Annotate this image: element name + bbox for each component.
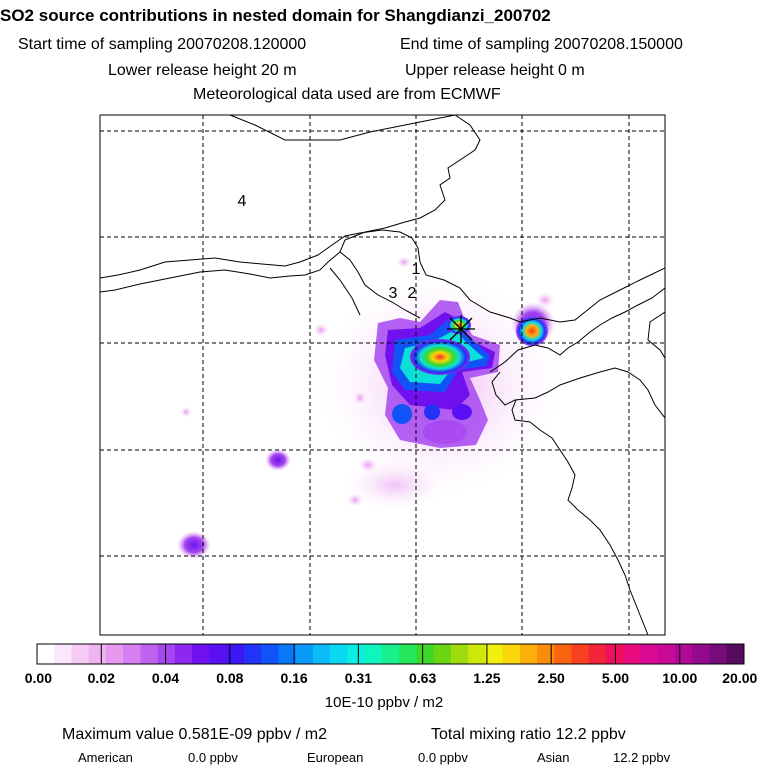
- colorbar-cell: [623, 644, 642, 664]
- concentration-field: [177, 256, 560, 559]
- colorbar-cell: [657, 644, 676, 664]
- colorbar-cell: [554, 644, 573, 664]
- colorbar-cell: [537, 644, 555, 664]
- european-value: 0.0 ppbv: [418, 750, 468, 765]
- colorbar-cell: [588, 644, 607, 664]
- colorbar-cell: [123, 644, 141, 664]
- asian-value: 12.2 ppbv: [613, 750, 671, 765]
- colorbar-cell: [261, 644, 279, 664]
- colorbar-cell: [37, 644, 55, 664]
- end-time-label: End time of sampling 20070208.150000: [400, 36, 683, 53]
- colorbar-tick-label: 20.00: [722, 670, 758, 686]
- colorbar-cell: [726, 644, 745, 664]
- colorbar-cell: [640, 644, 659, 664]
- colorbar-tick-label: 10.00: [662, 670, 698, 686]
- station-marker: [447, 315, 475, 343]
- colorbar-cell: [88, 644, 107, 664]
- european-label: European: [307, 750, 364, 765]
- colorbar-cell: [416, 644, 435, 664]
- colorbar-cell: [226, 644, 245, 664]
- colorbar-tick-label: 5.00: [601, 670, 630, 686]
- colorbar-tick-label: 0.04: [151, 670, 180, 686]
- colorbar-cell: [606, 644, 624, 664]
- colorbar-cell: [312, 644, 331, 664]
- colorbar-cell: [364, 644, 383, 664]
- colorbar-cell: [519, 644, 538, 664]
- colorbar-tick-label: 0.63: [409, 670, 437, 686]
- colorbar-tick-label: 0.31: [344, 670, 372, 686]
- colorbar-tick-label: 0.00: [24, 670, 52, 686]
- colorbar-tick-label: 0.02: [87, 670, 115, 686]
- colorbar-cell: [105, 644, 124, 664]
- colorbar-cell: [502, 644, 521, 664]
- colorbar-cell: [243, 644, 262, 664]
- colorbar-cell: [192, 644, 210, 664]
- upper-release-height-label: Upper release height 0 m: [405, 62, 585, 79]
- source-label-4: 4: [238, 193, 247, 210]
- colorbar-unit-label: 10E-10 ppbv / m2: [324, 694, 444, 711]
- colorbar-tick-label: 1.25: [473, 670, 501, 686]
- colorbar-cell: [433, 644, 452, 664]
- start-time-label: Start time of sampling 20070208.120000: [18, 36, 307, 53]
- colorbar-cell: [54, 644, 72, 664]
- colorbar-cell: [209, 644, 228, 664]
- maximum-value-label: Maximum value 0.581E-09 ppbv / m2: [62, 726, 328, 743]
- colorbar-cell: [140, 644, 159, 664]
- american-label: American: [78, 750, 133, 765]
- colorbar-cell: [485, 644, 504, 664]
- colorbar-tick-label: 0.16: [280, 670, 308, 686]
- colorbar-cell: [71, 644, 90, 664]
- colorbar-cell: [330, 644, 348, 664]
- american-value: 0.0 ppbv: [188, 750, 238, 765]
- colorbar-cell: [468, 644, 486, 664]
- colorbar-cell: [295, 644, 314, 664]
- source-label-3: 3: [389, 285, 398, 302]
- colorbar-cell: [174, 644, 193, 664]
- colorbar-cell: [399, 644, 417, 664]
- map-frame: [99, 114, 666, 636]
- met-data-label: Meteorological data used are from ECMWF: [193, 86, 501, 103]
- page-title: SO2 source contributions in nested domai…: [0, 6, 551, 25]
- colorbar-cell: [157, 644, 176, 664]
- colorbar-cell: [571, 644, 590, 664]
- asian-label: Asian: [537, 750, 570, 765]
- colorbar-ticks: [36, 644, 745, 664]
- colorbar: [37, 644, 745, 664]
- colorbar-cell: [709, 644, 728, 664]
- colorbar-cell: [450, 644, 469, 664]
- source-label-2: 2: [408, 285, 417, 302]
- colorbar-cell: [278, 644, 297, 664]
- colorbar-tick-label: 0.08: [216, 670, 244, 686]
- coastlines-borders: [100, 115, 665, 635]
- colorbar-cell: [381, 644, 400, 664]
- colorbar-cell: [675, 644, 693, 664]
- lower-release-height-label: Lower release height 20 m: [108, 62, 297, 79]
- colorbar-cell: [347, 644, 366, 664]
- source-label-1: 1: [412, 261, 421, 278]
- colorbar-cell: [692, 644, 711, 664]
- graticule: [100, 115, 665, 635]
- total-mixing-ratio-label: Total mixing ratio 12.2 ppbv: [431, 726, 626, 743]
- colorbar-tick-label: 2.50: [537, 670, 565, 686]
